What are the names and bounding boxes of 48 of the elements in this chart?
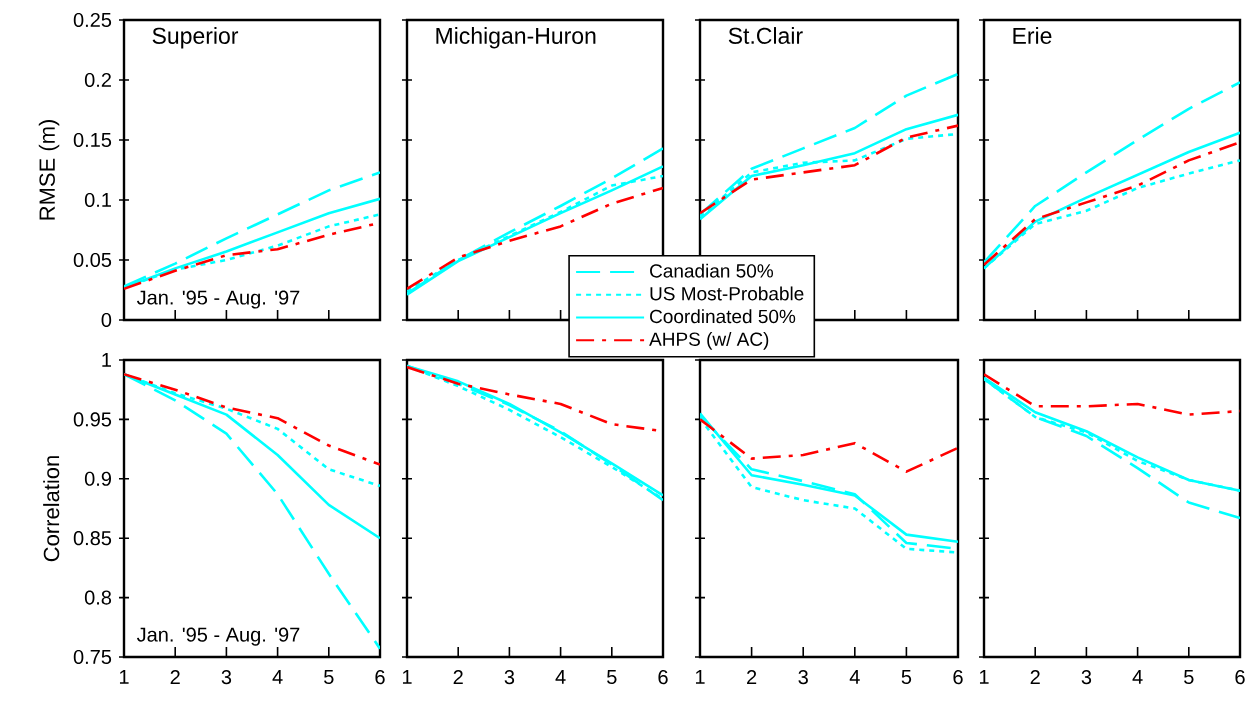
x-tick-label: 3 [504, 670, 515, 685]
x-tick-label: 1 [695, 670, 705, 684]
x-tick-label: 3 [221, 670, 232, 685]
y-tick-label: 0 [101, 312, 112, 328]
y-tick-label: 1 [102, 353, 111, 367]
x-tick-label: 1 [402, 670, 412, 684]
legend-label: AHPS (w/ AC) [649, 331, 769, 350]
y-axis-title: Correlation [43, 456, 60, 562]
y-tick-label: 0.1 [84, 192, 111, 208]
x-tick-label: 6 [658, 670, 668, 685]
x-tick-label: 5 [607, 670, 617, 684]
x-tick-label: 5 [901, 670, 912, 684]
x-tick-label: 5 [324, 670, 334, 684]
legend-label: Coordinated 50% [650, 309, 796, 324]
legend-label: US Most-Probable [650, 286, 804, 301]
x-tick-label: 2 [1030, 670, 1040, 685]
chart-title: Michigan-Huron [436, 27, 596, 49]
legend-label: Canadian 50% [650, 263, 774, 278]
y-tick-label: 0.25 [73, 12, 112, 28]
chart-title: Superior [152, 27, 239, 49]
x-tick-label: 4 [555, 670, 566, 684]
y-tick-label: 0.2 [84, 72, 111, 88]
y-tick-label: 0.95 [73, 412, 112, 427]
x-tick-label: 4 [272, 670, 283, 684]
x-tick-label: 5 [1184, 670, 1194, 684]
x-tick-label: 4 [1132, 670, 1143, 684]
x-tick-label: 1 [119, 670, 129, 684]
x-tick-label: 1 [979, 670, 989, 684]
y-tick-label: 0.15 [73, 132, 112, 148]
y-tick-label: 0.8 [84, 590, 112, 605]
y-tick-label: 0.9 [84, 471, 112, 486]
x-tick-label: 2 [453, 670, 463, 685]
y-tick-label: 0.85 [73, 531, 112, 546]
x-tick-label: 3 [798, 670, 808, 685]
x-tick-label: 3 [1081, 670, 1092, 685]
x-tick-label: 6 [375, 670, 385, 685]
x-tick-label: 6 [953, 670, 963, 685]
x-tick-label: 2 [747, 670, 757, 685]
y-tick-label: 0.75 [73, 649, 112, 665]
y-axis-title: RMSE (m) [38, 120, 60, 220]
x-tick-label: 4 [849, 670, 860, 684]
x-tick-label: 6 [1235, 670, 1245, 685]
chart-title: St.Clair [728, 27, 803, 44]
y-tick-label: 0.05 [73, 252, 112, 268]
x-tick-label: 2 [170, 670, 180, 685]
chart-title: Erie [1013, 27, 1052, 44]
annotation: Jan. '95 - Aug. '97 [136, 290, 300, 309]
annotation: Jan. '95 - Aug. '97 [136, 627, 300, 646]
